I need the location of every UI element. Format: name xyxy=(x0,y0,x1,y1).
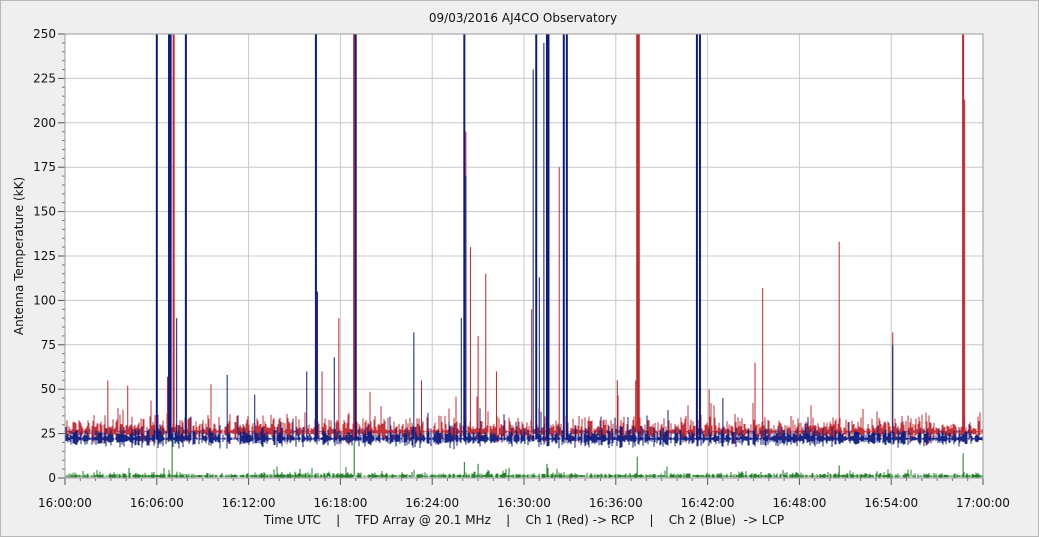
y-tick-label: 0 xyxy=(48,471,56,485)
y-tick-label: 250 xyxy=(33,27,56,41)
y-tick-label: 100 xyxy=(33,293,56,307)
y-tick-label: 200 xyxy=(33,116,56,130)
x-tick-label: 16:54:00 xyxy=(864,496,918,510)
y-tick-label: 50 xyxy=(41,382,56,396)
x-tick-label: 16:12:00 xyxy=(222,496,276,510)
axes: 0 25 50 75 100 125 150 175 200 225 250 16:00:00 16:0… xyxy=(33,27,1010,510)
y-tick-label: 25 xyxy=(41,427,56,441)
y-tick-label: 125 xyxy=(33,249,56,263)
x-tick-label: 16:00:00 xyxy=(38,496,92,510)
series-1 xyxy=(64,34,984,450)
x-tick-label: 16:48:00 xyxy=(772,496,826,510)
x-tick-label: 16:24:00 xyxy=(405,496,459,510)
y-tick-label: 225 xyxy=(33,71,56,85)
series-2 xyxy=(64,438,984,478)
plot-border xyxy=(64,33,984,479)
series-layer xyxy=(64,34,984,478)
x-axis-label: Time UTC | TFD Array @ 20.1 MHz | Ch 1 (… xyxy=(263,513,784,527)
y-tick-label: 175 xyxy=(33,160,56,174)
chart-title: 09/03/2016 AJ4CO Observatory xyxy=(429,11,617,25)
x-tick-label: 16:18:00 xyxy=(313,496,367,510)
y-tick-label: 75 xyxy=(41,338,56,352)
y-tick-label: 150 xyxy=(33,205,56,219)
x-tick-label: 16:42:00 xyxy=(681,496,735,510)
x-tick-label: 16:06:00 xyxy=(130,496,184,510)
x-tick-label: 17:00:00 xyxy=(956,496,1010,510)
x-tick-label: 16:30:00 xyxy=(497,496,551,510)
y-axis-label: Antenna Temperature (kK) xyxy=(12,177,26,335)
x-tick-label: 16:36:00 xyxy=(589,496,643,510)
